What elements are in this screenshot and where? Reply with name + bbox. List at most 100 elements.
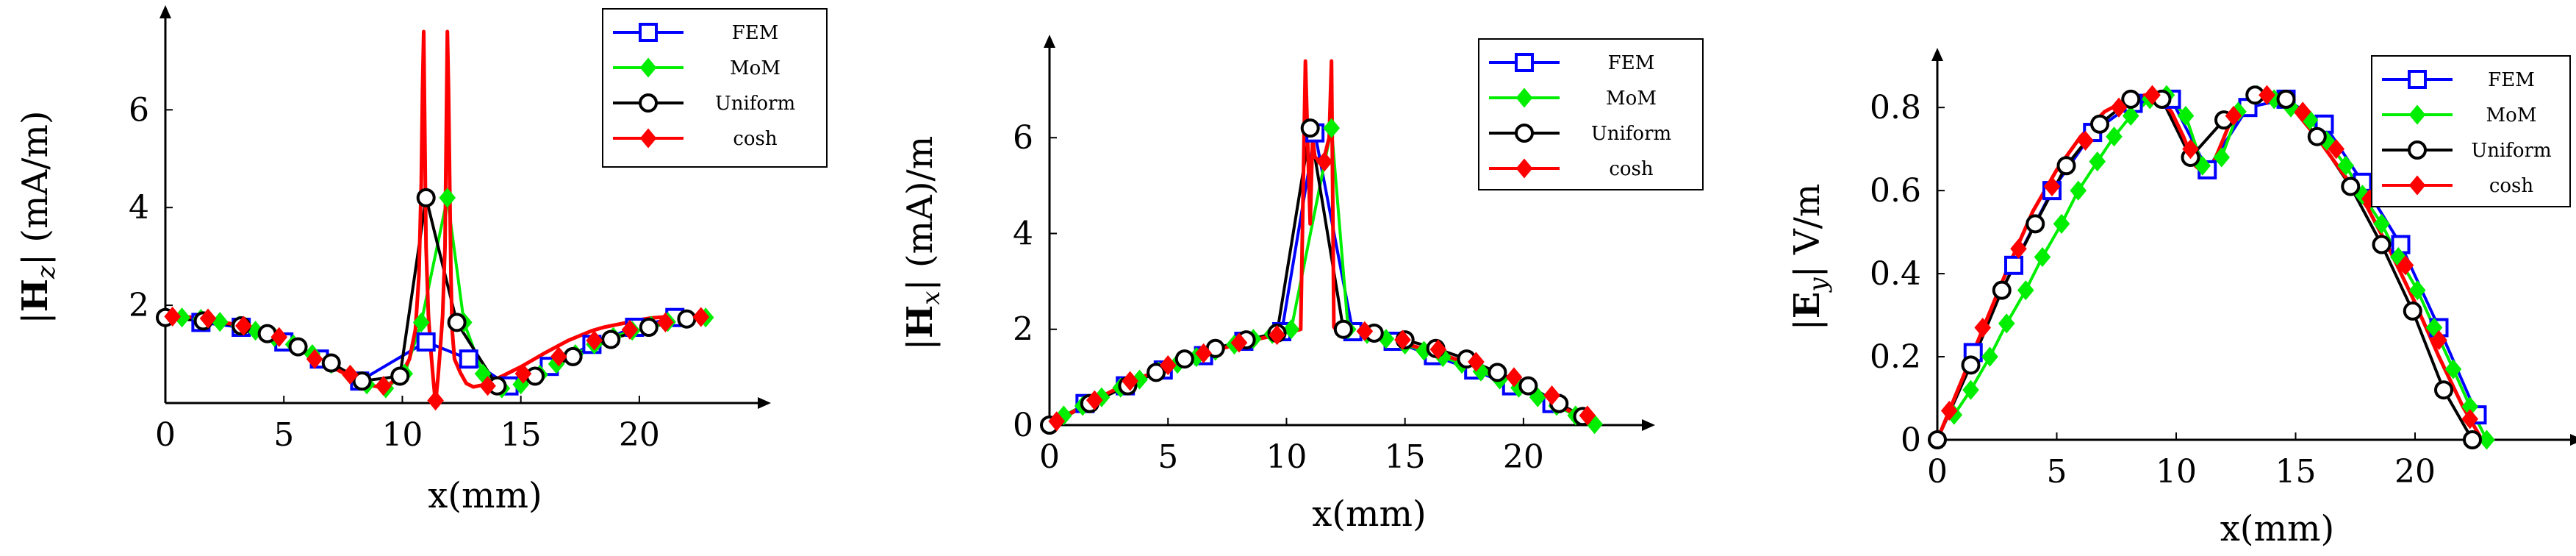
- data-point-cosh: [375, 376, 392, 396]
- data-point-mom: [2017, 280, 2034, 301]
- data-point-cosh: [1195, 343, 1212, 363]
- data-point-cosh: [550, 346, 567, 367]
- data-point-cosh: [1086, 390, 1103, 410]
- x-tick-label: 15: [501, 416, 542, 454]
- x-tick-label: 5: [2047, 453, 2067, 491]
- legend-label: FEM: [732, 22, 779, 44]
- data-point-cosh: [2430, 329, 2447, 351]
- legend-label: MoM: [730, 57, 781, 79]
- data-point-mom: [2106, 126, 2123, 147]
- data-point-uniform: [2026, 214, 2045, 234]
- legend-marker: [639, 23, 658, 42]
- chart-hx: 0 5 10 15 20 0 2 4 6 x(mm) |Hx| (mA)/m FEM MoM Unifor…: [900, 35, 1704, 535]
- legend-marker: [639, 57, 657, 78]
- data-point-uniform: [2056, 156, 2076, 176]
- data-point-cosh: [2043, 176, 2061, 197]
- data-point-cosh: [235, 316, 252, 336]
- data-point-cosh: [586, 330, 603, 351]
- data-point-mom: [412, 312, 430, 332]
- data-point-cosh: [479, 376, 496, 396]
- data-point-uniform: [1961, 355, 1981, 375]
- data-point-cosh: [657, 312, 674, 332]
- legend-label: Uniform: [715, 93, 795, 115]
- data-point-cosh: [1122, 371, 1138, 391]
- data-point-cosh: [621, 319, 639, 340]
- data-point-cosh: [2144, 85, 2161, 105]
- data-point-mom: [2337, 155, 2355, 176]
- x-tick-label: 10: [381, 416, 423, 454]
- data-point-cosh: [2110, 97, 2128, 118]
- y-axis-label: |Ey| V/m: [1787, 184, 1833, 331]
- data-point-cosh: [1468, 352, 1485, 372]
- x-tick-label: 0: [1039, 438, 1060, 476]
- data-point-mom: [1282, 319, 1300, 340]
- data-point-cosh: [1543, 385, 1560, 406]
- data-point-uniform: [2434, 380, 2453, 400]
- legend-marker: [639, 93, 658, 113]
- data-point-uniform: [1488, 363, 1507, 382]
- legend-label: cosh: [2489, 175, 2534, 197]
- x-axis-label: x(mm): [428, 475, 542, 516]
- x-tick-label: 10: [1266, 438, 1307, 476]
- data-point-mom: [211, 312, 229, 332]
- plot-area: [156, 29, 714, 411]
- x-tick-label: 20: [1503, 438, 1544, 476]
- data-point-uniform: [677, 309, 697, 329]
- data-point-cosh: [1230, 332, 1248, 353]
- data-point-uniform: [352, 371, 372, 391]
- data-point-cosh: [1579, 405, 1596, 426]
- data-point-mom: [2444, 359, 2462, 379]
- y-axis-arrow: [1931, 48, 1943, 61]
- data-point-uniform: [1300, 118, 1320, 138]
- data-point-uniform: [2276, 89, 2296, 109]
- data-point-uniform: [1333, 319, 1353, 339]
- legend: FEM MoM Uniform cosh: [1478, 38, 1704, 190]
- legend-marker: [1515, 88, 1533, 108]
- y-tick-label: 6: [1013, 119, 1033, 157]
- data-point-uniform: [2341, 177, 2361, 196]
- data-point-cosh: [306, 349, 323, 369]
- legend-marker: [1515, 124, 1534, 143]
- data-point-cosh: [199, 308, 217, 329]
- y-axis-label: |Hz| (mA/m): [15, 110, 61, 324]
- data-point-cosh: [1505, 367, 1523, 388]
- data-point-mom: [2122, 105, 2139, 126]
- legend-label: MoM: [2486, 104, 2537, 126]
- data-point-cosh: [1974, 317, 1992, 338]
- legend-marker: [1515, 53, 1534, 72]
- y-tick-label: 2: [129, 287, 149, 324]
- legend-marker: [2408, 70, 2427, 89]
- y-tick-label: 4: [1013, 215, 1033, 252]
- data-point-cosh: [2294, 101, 2311, 122]
- data-point-uniform: [2121, 89, 2141, 109]
- data-point-mom: [2478, 430, 2495, 450]
- data-point-mom: [2089, 152, 2106, 172]
- legend-marker: [639, 128, 657, 149]
- x-tick-label: 5: [1158, 438, 1178, 476]
- data-point-cosh: [1394, 329, 1411, 350]
- data-point-fem: [2004, 255, 2023, 275]
- data-point-cosh: [2010, 238, 2027, 259]
- data-point-uniform: [1992, 280, 2012, 300]
- x-tick-label: 15: [1385, 438, 1426, 476]
- data-point-cosh: [342, 364, 359, 385]
- legend-label: FEM: [2488, 69, 2535, 91]
- y-axis-label: |Hx| (mA)/m: [900, 136, 946, 350]
- data-point-cosh: [514, 363, 532, 384]
- data-point-cosh: [2461, 409, 2479, 430]
- legend-box: [1478, 38, 1704, 190]
- legend-marker: [1515, 158, 1533, 179]
- x-axis-label: x(mm): [2220, 508, 2335, 549]
- data-point-mom: [2053, 213, 2070, 234]
- data-point-uniform: [601, 329, 621, 349]
- y-tick-label: 0.2: [1870, 338, 1921, 376]
- legend-label: Uniform: [1591, 123, 1671, 145]
- data-point-fem: [416, 332, 436, 352]
- data-point-cosh: [692, 307, 710, 327]
- x-axis-arrow: [758, 397, 771, 409]
- y-tick-label: 6: [129, 91, 149, 129]
- data-point-mom: [2213, 147, 2231, 168]
- x-tick-label: 20: [619, 416, 660, 454]
- data-point-fem: [459, 349, 478, 369]
